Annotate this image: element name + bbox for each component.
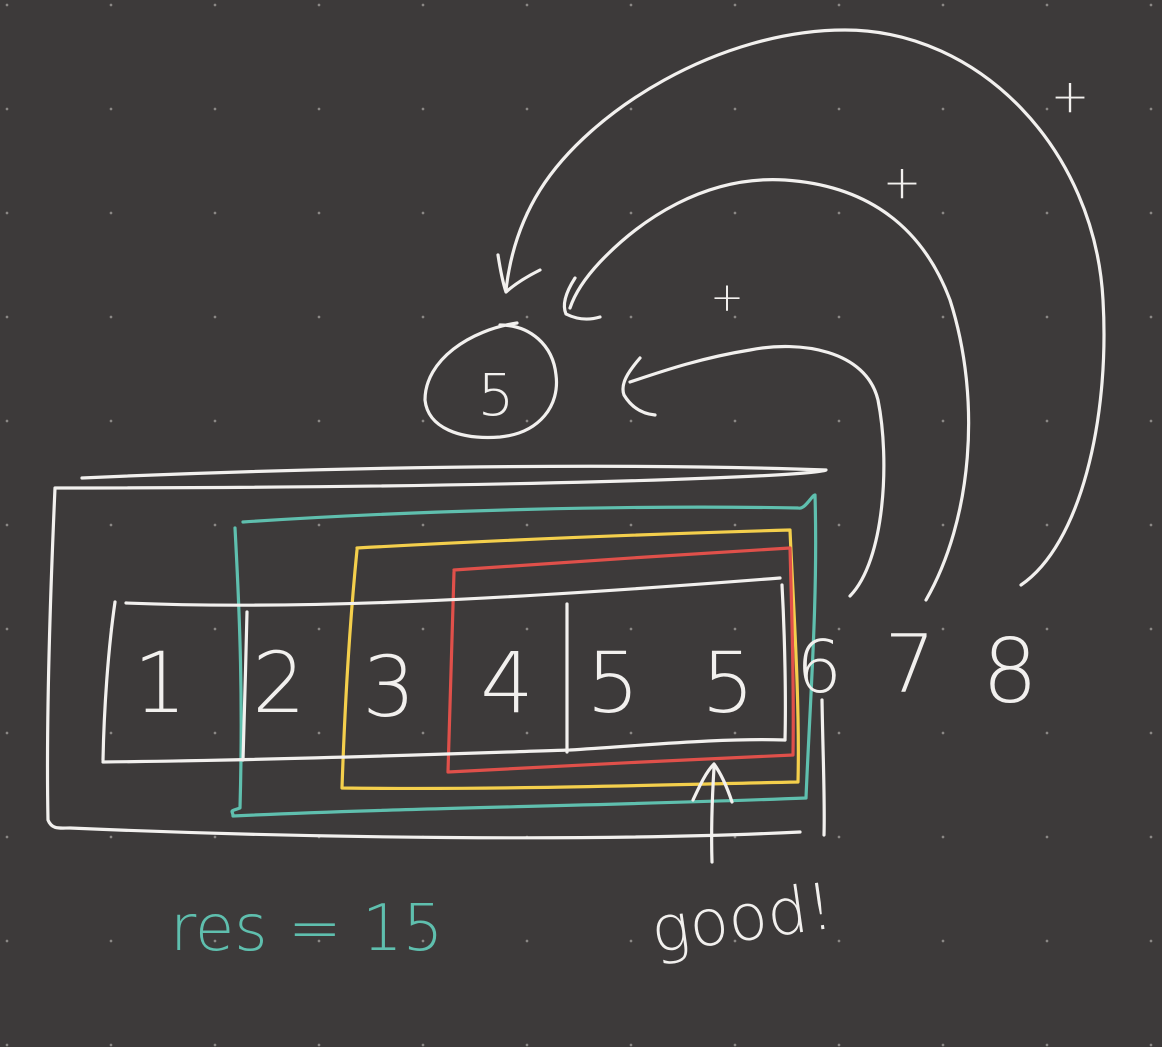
divider-1-2 (241, 610, 249, 762)
arrowhead-middle (562, 276, 602, 321)
arrows-group (496, 28, 1106, 602)
right-edge-tick (820, 698, 826, 837)
arrowhead-inner (621, 356, 657, 417)
outside-value: 6 (796, 625, 842, 709)
outside-values: 6 7 8 (796, 618, 1038, 723)
arrowhead-outer (496, 253, 542, 294)
array-values: 1 2 3 4 5 5 (133, 634, 754, 736)
array-top-border (124, 576, 782, 607)
array-left-border (101, 600, 117, 762)
array-cell: 2 (252, 634, 305, 732)
arrow-from-6 (628, 344, 886, 598)
array-cell: 4 (480, 634, 533, 732)
good-note: good! (646, 870, 838, 969)
arrow-from-7 (568, 178, 971, 602)
plus-signs: + + + (710, 69, 1089, 321)
red-window-box (446, 546, 795, 774)
outside-value: 7 (885, 618, 936, 711)
array-cell: 5 (701, 634, 754, 732)
arrow-from-8 (504, 28, 1106, 587)
array-cell: 1 (133, 634, 186, 732)
array-cell: 3 (362, 638, 415, 736)
array-cell: 5 (586, 634, 639, 732)
outside-value: 8 (982, 620, 1038, 723)
array-right-border (780, 583, 787, 742)
yellow-window-box (340, 528, 800, 791)
target-ellipse (423, 321, 559, 440)
plus-sign-outer: + (1051, 69, 1090, 123)
up-arrow-head (691, 762, 734, 804)
target-value: 5 (478, 361, 515, 429)
plus-sign-inner: + (710, 275, 744, 321)
plus-sign-middle: + (883, 155, 922, 209)
array-grid (101, 576, 787, 764)
up-arrow-shaft (710, 766, 716, 864)
result-label: res = 15 (170, 892, 443, 966)
target-circle: 5 (423, 321, 559, 440)
array-bottom-border (101, 738, 787, 764)
teal-window-box (230, 493, 818, 818)
outer-window-box (45, 464, 828, 840)
